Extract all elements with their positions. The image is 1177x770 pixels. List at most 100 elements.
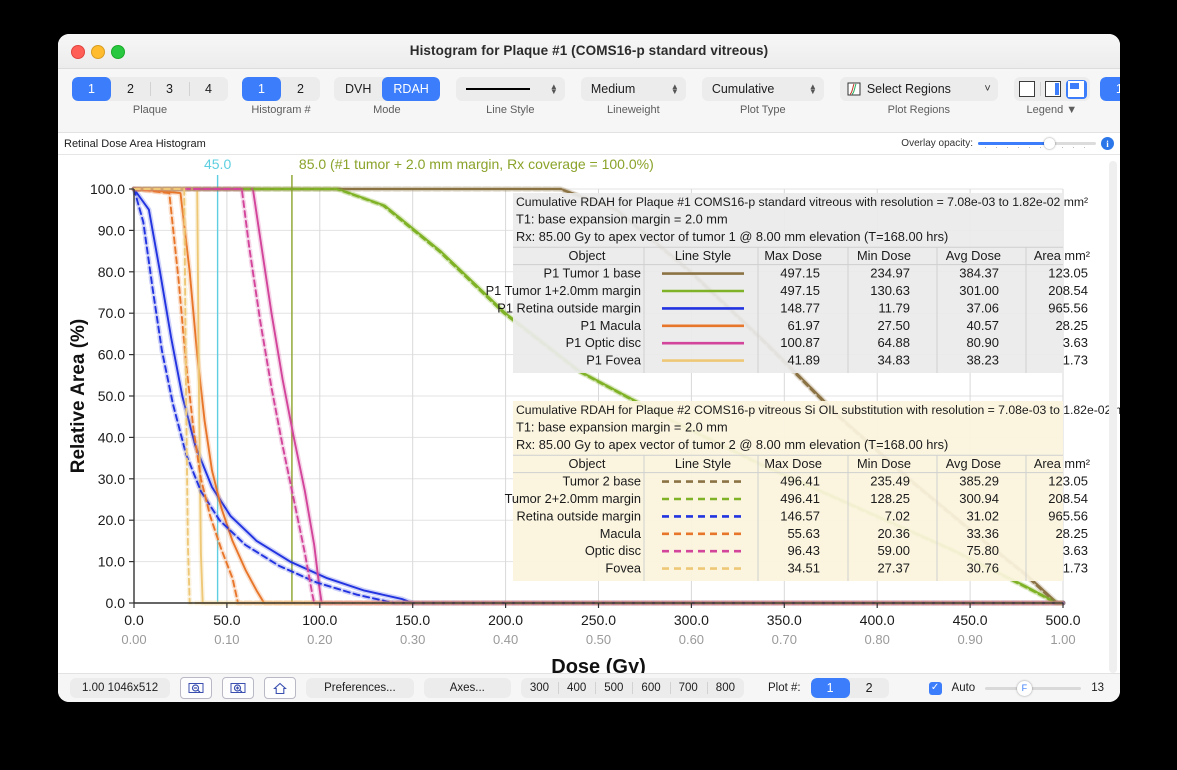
svg-text:P1 Tumor 1+2.0mm margin: P1 Tumor 1+2.0mm margin [486,283,641,298]
zoom-in-icon [230,683,246,693]
plot-option-2[interactable]: 2 [865,681,873,695]
size-option-800[interactable]: 800 [706,678,744,698]
status-bar: 1.00 1046x512 Preferences... A [58,673,1120,702]
histogram-subtitle: Retinal Dose Area Histogram [64,137,206,150]
vertical-scrollbar[interactable] [1109,161,1117,673]
size-option-600[interactable]: 600 [632,678,669,698]
size-option-500[interactable]: 500 [595,678,632,698]
svg-text:0.0: 0.0 [106,595,126,611]
overlay-opacity-slider[interactable] [978,138,1096,150]
svg-text:Line Style: Line Style [675,248,731,263]
plaque-segmented[interactable]: 1 2 3 4 [72,77,228,101]
svg-text:200.0: 200.0 [488,612,523,628]
svg-text:208.54: 208.54 [1048,283,1088,298]
svg-text:497.15: 497.15 [780,266,820,281]
lineweight-group: Medium ▲ ▼ Lineweight [580,77,686,116]
plottype-group: Cumulative ▲ ▼ Plot Type [701,77,824,116]
plaqueoverlay-group: 1 2 3 4 Plaque Overlay [1099,77,1120,116]
plaque-group: 1 2 3 4 Plaque [72,77,228,116]
home-button[interactable] [264,677,297,699]
plot-number-label: Plot #: [767,682,801,694]
legend-option-right[interactable] [1043,80,1064,99]
legend-option-topleft[interactable] [1065,79,1087,99]
legend-buttons[interactable] [1013,77,1090,101]
plottype-popup[interactable]: Cumulative ▲ ▼ [701,77,824,101]
svg-text:Rx: 85.00 Gy to apex vector of: Rx: 85.00 Gy to apex vector of tumor 2 @… [516,437,948,452]
svg-text:7.02: 7.02 [885,508,910,523]
svg-text:Tumor 2+2.0mm margin: Tumor 2+2.0mm margin [505,491,641,506]
mode-option-dvh[interactable]: DVH [345,82,372,96]
plotregions-group: Select Regions ˅ Plot Regions [839,77,998,116]
svg-text:28.25: 28.25 [1055,318,1088,333]
close-button[interactable] [71,45,85,59]
axes-button[interactable]: Axes... [423,678,511,698]
svg-text:Object: Object [569,248,606,263]
svg-text:0.90: 0.90 [957,632,982,647]
zoom-out-button[interactable] [180,677,213,699]
plotregions-popup[interactable]: Select Regions ˅ [839,77,998,101]
legend-option-none[interactable] [1017,80,1038,99]
zoom-in-button[interactable] [222,677,255,699]
svg-text:27.37: 27.37 [877,561,910,576]
size-segmented[interactable]: 300 400 500 600 700 800 [520,678,744,698]
histogram-option-1[interactable]: 1 [242,77,281,101]
svg-text:T1: base expansion margin = 2.: T1: base expansion margin = 2.0 mm [516,211,728,226]
svg-text:150.0: 150.0 [395,612,430,628]
scale-readout: 1.00 1046x512 [70,678,171,698]
svg-text:496.41: 496.41 [780,474,820,489]
subtitle-strip: Retinal Dose Area Histogram Overlay opac… [58,133,1120,155]
overlay-option-1[interactable]: 1 [1099,77,1120,101]
frame-slider-knob[interactable]: F [1016,680,1032,696]
plaque-option-2[interactable]: 2 [127,82,134,96]
linestyle-popup[interactable]: ▲ ▼ [455,77,565,101]
svg-text:146.57: 146.57 [780,508,820,523]
app-window: Histogram for Plaque #1 (COMS16-p standa… [58,34,1120,702]
minimize-button[interactable] [91,45,105,59]
svg-text:Cumulative RDAH for Plaque #2: Cumulative RDAH for Plaque #2 COMS16-p v… [516,403,1120,417]
histogram-caption: Histogram # [251,104,311,116]
histogram-option-2[interactable]: 2 [297,82,304,96]
plaque-option-1[interactable]: 1 [72,77,111,101]
legend-caption: Legend ▼ [1026,104,1078,116]
svg-text:28.25: 28.25 [1055,526,1088,541]
size-option-700[interactable]: 700 [669,678,707,698]
svg-text:11.79: 11.79 [878,300,910,315]
svg-text:55.63: 55.63 [787,526,820,541]
svg-text:40.57: 40.57 [966,318,999,333]
mode-option-rdah[interactable]: RDAH [382,77,440,101]
svg-text:Max Dose: Max Dose [764,248,822,263]
plotregions-value: Select Regions [866,82,951,96]
svg-text:45.0: 45.0 [204,156,231,172]
svg-text:T1: base expansion margin = 2.: T1: base expansion margin = 2.0 mm [516,419,728,434]
svg-text:40.0: 40.0 [98,429,125,445]
plaque-option-3[interactable]: 3 [150,77,189,101]
svg-text:0.40: 0.40 [493,632,518,647]
plaqueoverlay-segmented[interactable]: 1 2 3 4 [1099,77,1120,101]
svg-text:Fovea: Fovea [605,561,641,576]
svg-text:80.0: 80.0 [98,264,125,280]
info-icon[interactable]: i [1101,137,1114,150]
mode-segmented[interactable]: DVH RDAH [334,77,440,101]
overlay-opacity-label: Overlay opacity: [901,138,973,149]
svg-text:3.63: 3.63 [1063,335,1088,350]
preferences-button[interactable]: Preferences... [306,678,414,698]
plot-number-segmented[interactable]: 1 2 [810,678,889,698]
toolbar: 1 2 3 4 Plaque 1 2 Histogram # DVH RDAH … [58,69,1120,133]
regions-icon [847,82,861,96]
auto-checkbox[interactable]: ✓ [928,681,942,695]
size-option-300[interactable]: 300 [529,682,550,694]
histogram-chart[interactable]: 0.0 10.0 20.0 30.0 40.0 50.0 60.0 70.0 80.0 90.0 1… [58,155,1120,677]
plaque-option-4[interactable]: 4 [189,77,228,101]
svg-text:64.88: 64.88 [877,335,910,350]
svg-text:965.56: 965.56 [1048,300,1088,315]
lineweight-popup[interactable]: Medium ▲ ▼ [580,77,686,101]
histogram-segmented[interactable]: 1 2 [242,77,320,101]
svg-text:Area mm²: Area mm² [1034,248,1091,263]
plot-option-1[interactable]: 1 [810,678,850,698]
svg-text:Min Dose: Min Dose [857,456,911,471]
chevron-updown-icon: ▲ ▼ [808,82,817,96]
svg-text:27.50: 27.50 [877,318,910,333]
maximize-button[interactable] [111,45,125,59]
size-option-400[interactable]: 400 [558,678,595,698]
frame-slider[interactable]: F [985,680,1082,696]
